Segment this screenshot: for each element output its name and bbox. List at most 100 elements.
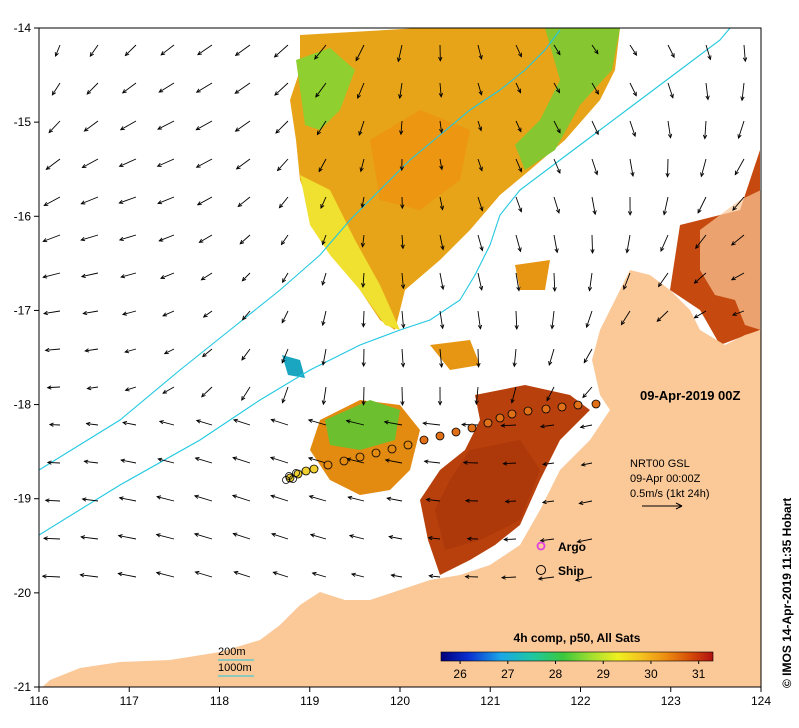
ship-marker-icon <box>536 565 546 575</box>
current-vector-head <box>734 170 739 176</box>
current-vector <box>81 536 99 540</box>
current-vector-head <box>202 313 208 318</box>
current-vector <box>515 120 522 132</box>
current-vector-head <box>80 535 86 540</box>
current-vector-head <box>269 456 275 461</box>
current-vector-head <box>198 238 204 243</box>
current-vector-head <box>705 95 710 101</box>
current-vector-head <box>401 323 406 329</box>
colorbar-title: 4h comp, p50, All Sats <box>514 631 641 645</box>
current-vector <box>591 44 599 54</box>
current-vector <box>551 310 555 329</box>
current-vector-head <box>730 276 736 281</box>
current-vector <box>546 386 555 401</box>
current-vector-head <box>542 461 547 467</box>
bathymetry-contours <box>39 28 731 536</box>
current-vectors <box>41 44 748 582</box>
current-vector-head <box>234 127 240 132</box>
current-vector-head <box>632 51 638 57</box>
current-vector-head <box>307 418 313 423</box>
current-vector <box>234 571 251 578</box>
ship-track-point <box>289 475 297 483</box>
current-vector-head <box>582 393 587 399</box>
current-vector-head <box>83 127 89 132</box>
current-vector <box>349 535 365 540</box>
current-vector <box>385 459 403 464</box>
ship-track-point <box>292 469 300 477</box>
current-vector-head <box>512 362 517 368</box>
current-vector-head <box>440 324 445 330</box>
current-vector-head <box>234 51 240 56</box>
current-vector-head <box>86 90 92 95</box>
current-vector-head <box>347 495 353 500</box>
ship-track-point <box>591 399 601 409</box>
current-vector <box>362 234 365 247</box>
current-vector <box>46 158 61 170</box>
current-vector-head <box>386 496 392 501</box>
current-vector-head <box>241 315 247 321</box>
current-vector-head <box>502 461 508 466</box>
x-tick-label: 117 <box>120 694 139 708</box>
current-vector <box>704 120 707 139</box>
ship-track-point <box>541 404 551 414</box>
current-vector <box>80 574 99 578</box>
current-vector-head <box>656 317 662 322</box>
current-vector-head <box>693 314 699 319</box>
current-vector <box>281 310 289 323</box>
ship-track-point <box>301 466 311 476</box>
current-vector <box>543 462 555 465</box>
current-vector <box>538 576 555 580</box>
current-vector <box>658 272 669 287</box>
current-vector <box>477 310 481 329</box>
current-vector <box>439 272 444 290</box>
current-vector-head <box>388 535 394 540</box>
current-vector <box>86 82 99 95</box>
current-vector-head <box>693 279 699 284</box>
contour-legend: 200m 1000m <box>218 646 254 677</box>
colorbar-tick-label: 30 <box>644 667 658 681</box>
current-vector <box>84 120 99 132</box>
current-vector <box>48 120 61 133</box>
current-vector-head <box>307 456 313 461</box>
current-vector <box>118 535 137 540</box>
current-vector-head <box>360 203 365 209</box>
y-tick-label: -18 <box>14 398 32 412</box>
current-vector-head <box>537 576 543 581</box>
current-vector-head <box>121 311 127 316</box>
current-vector <box>194 495 213 502</box>
current-vector <box>351 573 365 578</box>
current-vector <box>322 310 327 326</box>
contour-1000m <box>39 29 561 471</box>
current-vector <box>515 272 520 291</box>
current-vector <box>477 348 480 367</box>
current-vector <box>160 44 175 56</box>
current-vector <box>423 422 441 426</box>
ship-track-point <box>523 406 533 416</box>
current-vector-head <box>580 462 586 467</box>
current-vector-head <box>321 240 326 246</box>
current-vector-head <box>45 165 51 170</box>
current-vector <box>236 158 251 170</box>
current-vector <box>583 348 593 363</box>
current-vector-head <box>119 126 125 131</box>
current-vector <box>591 234 593 253</box>
current-vector <box>515 82 521 93</box>
current-vector <box>629 82 637 96</box>
current-vector-head <box>620 320 626 326</box>
current-vector-head <box>200 276 206 281</box>
current-vector-head <box>552 287 557 293</box>
credit-text: © IMOS 14-Apr-2019 11:35 Hobart <box>780 498 794 688</box>
current-vector-head <box>321 400 327 406</box>
current-vector-head <box>195 163 201 168</box>
current-vector <box>477 82 482 95</box>
current-vector-head <box>42 238 48 243</box>
current-vector <box>156 496 175 502</box>
argo-marker-icon <box>536 541 546 551</box>
current-vector <box>384 421 403 426</box>
current-vector <box>553 234 558 253</box>
current-vector <box>439 82 442 97</box>
current-vector-head <box>157 125 163 130</box>
current-vector-head <box>122 420 128 426</box>
current-vector-head <box>270 532 276 537</box>
